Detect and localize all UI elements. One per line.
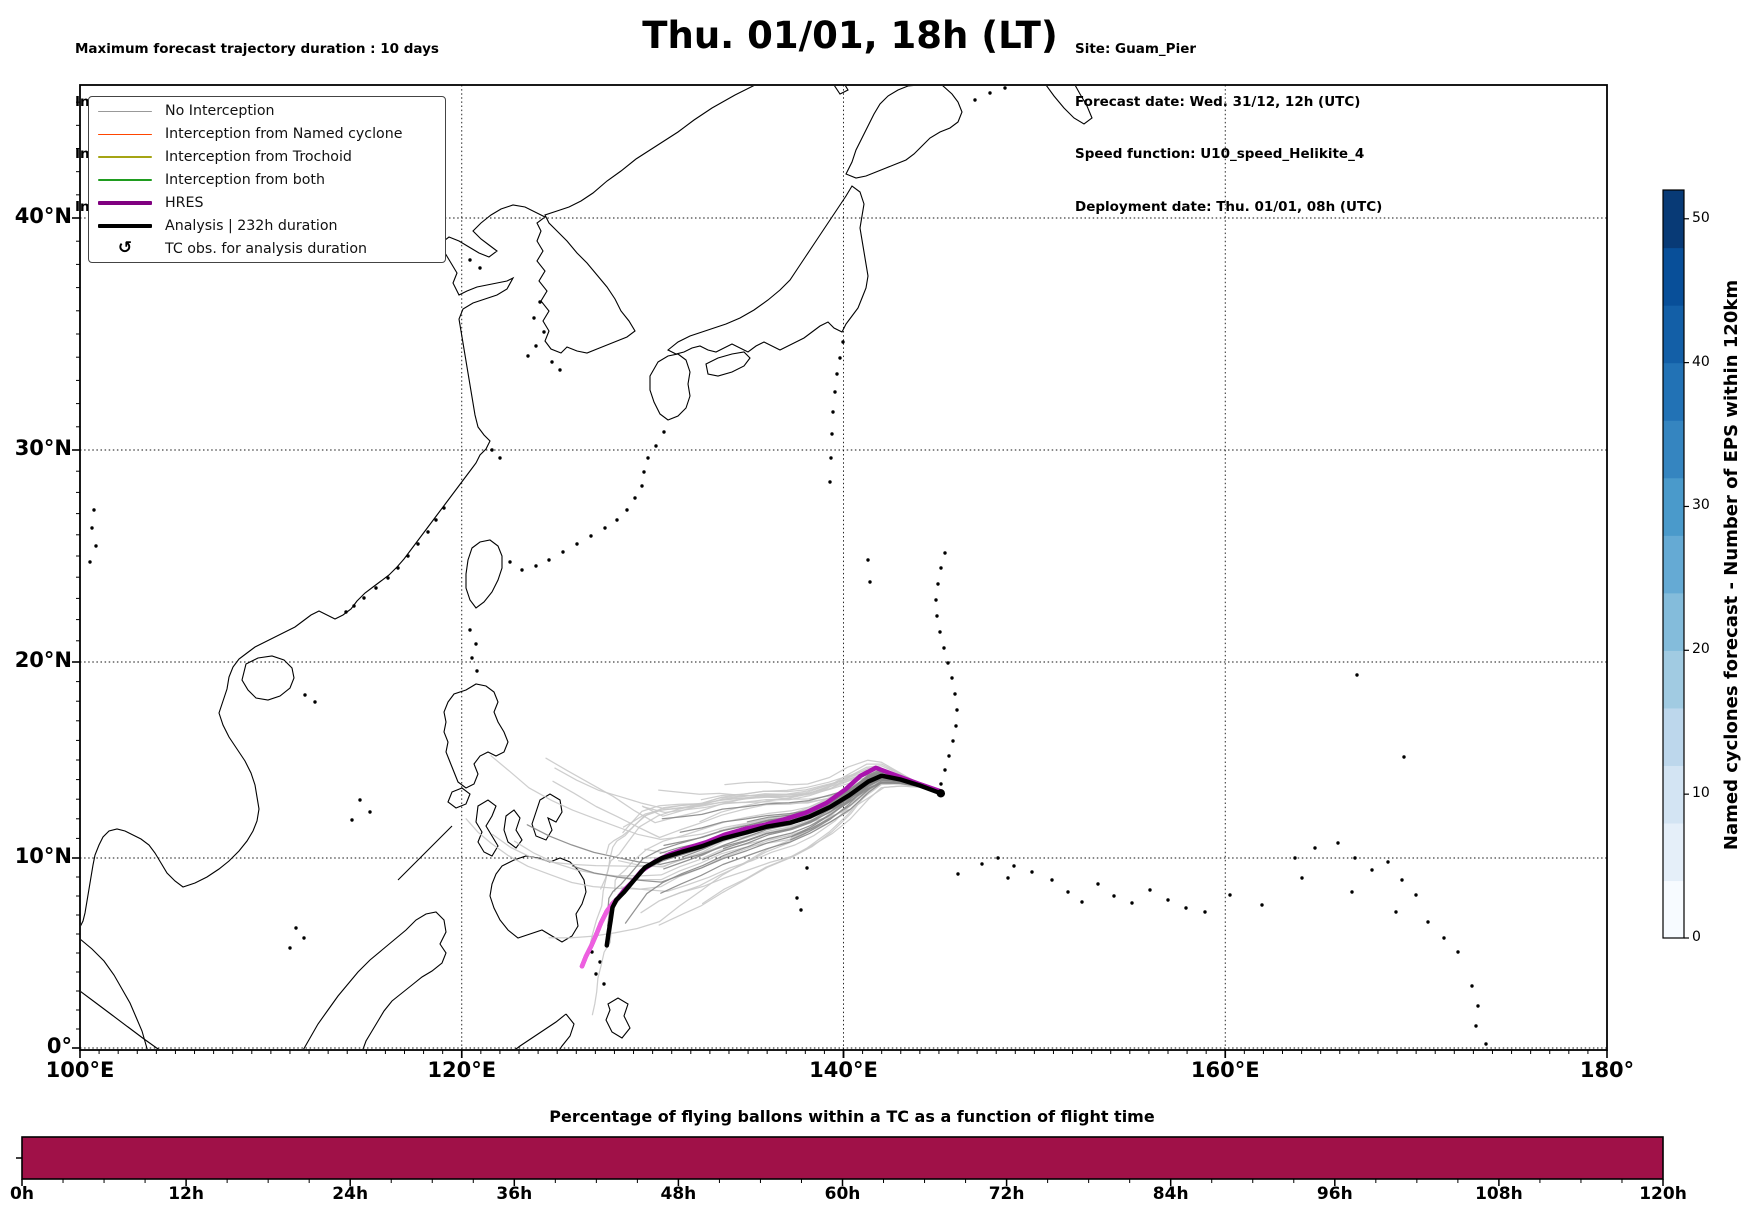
deployment-site-marker — [936, 789, 946, 798]
legend-line-swatch — [98, 133, 152, 136]
flight-hour-tick-label: 108h — [1475, 1184, 1523, 1204]
flight-hour-tick-label: 120h — [1639, 1184, 1687, 1204]
x-tick-label: 160°E — [1190, 1058, 1260, 1082]
legend-item: No Interception — [89, 100, 445, 123]
colorbar-tick-label: 0 — [1692, 929, 1701, 945]
config-line: Maximum forecast trajectory duration : 1… — [75, 41, 439, 57]
flight-time-bar — [16, 1136, 1664, 1186]
flight-hour-tick-label: 12h — [168, 1184, 204, 1204]
x-tick-label: 120°E — [427, 1058, 497, 1082]
eps-member — [526, 777, 942, 866]
colorbar-tick-label: 50 — [1692, 209, 1710, 226]
legend-item: HRES — [89, 192, 445, 215]
legend-line-swatch — [98, 200, 152, 206]
flight-hour-tick-label: 60h — [824, 1184, 861, 1204]
eps-member — [660, 781, 942, 894]
x-tick-label: 140°E — [809, 1058, 878, 1082]
legend-item: Analysis | 232h duration — [89, 214, 445, 237]
flight-hour-tick-label: 48h — [660, 1184, 697, 1204]
flight-hour-tick-label: 84h — [1152, 1184, 1189, 1204]
legend-item: Interception from both — [89, 169, 445, 192]
y-tick-label: 0° — [46, 1034, 72, 1058]
flight-hour-tick-label: 36h — [496, 1184, 533, 1204]
x-tick-label: 100°E — [45, 1058, 115, 1082]
y-tick-label: 40°N — [14, 204, 72, 228]
eps-member — [607, 781, 942, 912]
flight-hour-tick-label: 0h — [10, 1184, 34, 1204]
legend-item-label: Analysis | 232h duration — [165, 217, 338, 234]
flight-hour-tick-label: 72h — [988, 1184, 1025, 1204]
site-line: Site: Guam_Pier — [1075, 41, 1197, 57]
colorbar-tick-label: 40 — [1692, 353, 1710, 370]
legend-item: Interception from Trochoid — [89, 146, 445, 169]
flight-hour-tick-label: 24h — [332, 1184, 369, 1204]
eps-member — [606, 778, 942, 927]
colorbar-tick-label: 20 — [1692, 641, 1710, 658]
colorbar — [1662, 189, 1689, 939]
legend-line-swatch — [98, 156, 152, 159]
coastlines — [81, 86, 1488, 1049]
legend-item: ↺ TC obs. for analysis duration — [89, 237, 445, 260]
site-line: Forecast date: Wed. 31/12, 12h (UTC) — [1075, 93, 1361, 110]
legend-item-label: Interception from both — [165, 172, 325, 189]
colorbar-tick-label: 30 — [1692, 497, 1710, 514]
flight-time-chart-title: Percentage of flying ballons within a TC… — [549, 1107, 1155, 1126]
legend-item-label: Interception from Named cyclone — [165, 126, 403, 143]
legend-line-swatch — [98, 179, 152, 181]
legend-item-label: Interception from Trochoid — [165, 149, 352, 166]
legend-line-swatch — [98, 110, 152, 113]
figure-title: Thu. 01/01, 18h (LT) — [642, 14, 1058, 57]
legend-line-swatch — [98, 223, 152, 229]
y-tick-label: 30°N — [14, 436, 72, 460]
site-line: Deployment date: Thu. 01/01, 08h (UTC) — [1075, 198, 1383, 215]
legend-item-label: TC obs. for analysis duration — [165, 240, 368, 257]
eps-member — [699, 763, 942, 823]
colorbar-label: Named cyclones forecast - Number of EPS … — [1721, 279, 1742, 851]
map-legend: No Interception Interception from Named c… — [88, 96, 446, 263]
tc-obs-cyclone-icon: ↺ — [117, 238, 133, 259]
legend-item-label: HRES — [165, 195, 204, 211]
forecast-info-block: Site: Guam_Pier Forecast date: Wed. 31/1… — [1075, 6, 1382, 251]
ensemble-trajectories — [465, 755, 942, 1016]
legend-item: Interception from Named cyclone — [89, 123, 445, 146]
y-tick-label: 10°N — [14, 844, 72, 868]
site-line: Speed function: U10_speed_Helikite_4 — [1075, 146, 1365, 162]
legend-item-label: No Interception — [165, 103, 275, 120]
map-frame — [72, 84, 1608, 1058]
flight-hour-tick-label: 96h — [1316, 1184, 1353, 1204]
map-gridlines — [80, 85, 1608, 1050]
y-tick-label: 20°N — [14, 648, 72, 672]
colorbar-tick-label: 10 — [1692, 785, 1710, 802]
analysis-trajectory — [604, 773, 946, 948]
x-tick-label: 180° — [1579, 1058, 1635, 1082]
